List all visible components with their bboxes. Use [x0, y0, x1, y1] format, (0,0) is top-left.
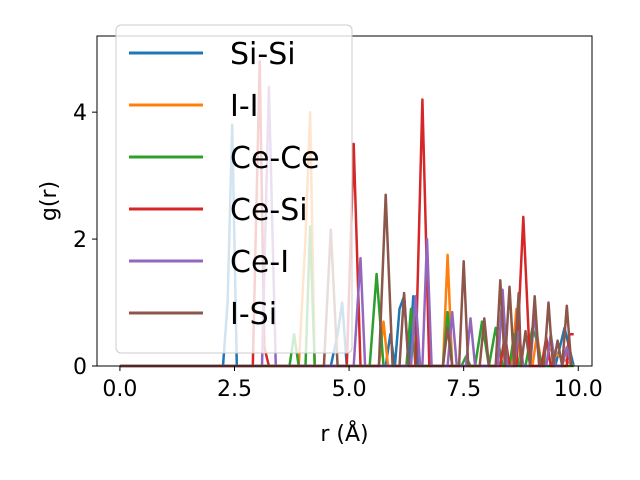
- y-tick-label: 4: [73, 101, 87, 126]
- x-tick-label: 2.5: [217, 377, 252, 402]
- legend-label: Ce-Si: [230, 193, 308, 228]
- legend-label: Ce-Ce: [230, 141, 320, 176]
- legend-label: I-I: [230, 89, 259, 124]
- x-tick-label: 10.0: [554, 377, 603, 402]
- x-axis-label: r (Å): [320, 420, 368, 447]
- legend-label: Ce-I: [230, 245, 289, 280]
- legend: Si-Si I-I Ce-Ce Ce-Si Ce-I I-Si: [115, 24, 353, 354]
- legend-box: [115, 24, 353, 354]
- y-tick-label: 2: [73, 228, 87, 253]
- x-tick-label: 5.0: [332, 377, 367, 402]
- y-axis-label: g(r): [37, 181, 62, 221]
- x-axis-ticks: 0.0 2.5 5.0 7.5 10.0: [102, 366, 603, 402]
- legend-label: I-Si: [230, 297, 277, 332]
- x-tick-label: 7.5: [446, 377, 481, 402]
- legend-label: Si-Si: [230, 37, 296, 72]
- x-tick-label: 0.0: [102, 377, 137, 402]
- y-tick-label: 0: [73, 355, 87, 380]
- y-axis-ticks: 0 2 4: [73, 101, 97, 380]
